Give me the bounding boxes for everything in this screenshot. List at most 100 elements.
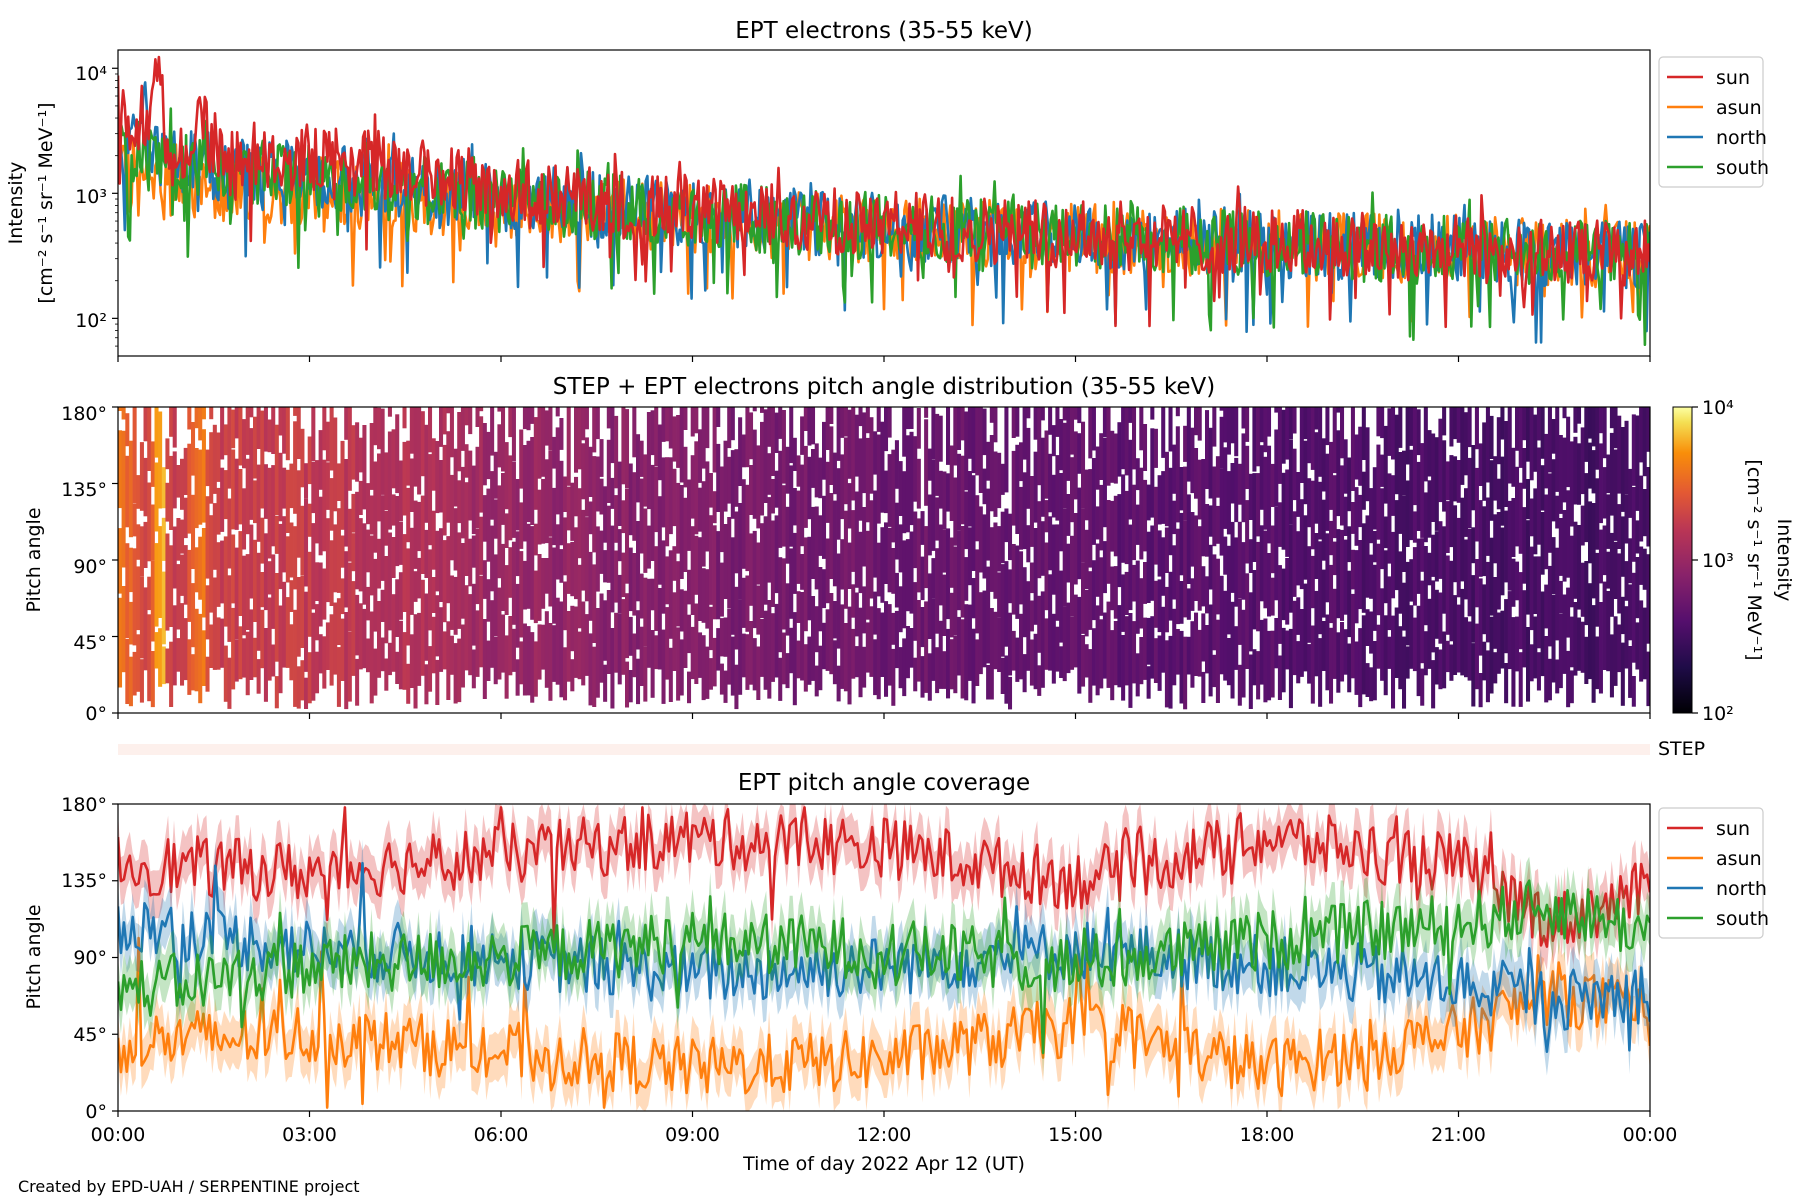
panel3-ytick: 135° [61, 870, 107, 892]
heatmap-cell [293, 526, 298, 590]
heatmap-cell [796, 490, 801, 584]
heatmap-cell [176, 465, 181, 498]
heatmap-cell [1102, 407, 1107, 438]
heatmap-cell [884, 601, 889, 697]
heatmap-cell [209, 407, 214, 420]
heatmap-cell [486, 579, 491, 622]
heatmap-cell [1029, 562, 1034, 594]
heatmap-cell [282, 467, 287, 509]
heatmap-cell [1580, 427, 1585, 495]
x-tick-label: 18:00 [1240, 1124, 1295, 1146]
heatmap-cell [1194, 515, 1199, 601]
heatmap-cell [253, 480, 258, 524]
heatmap-cell [1409, 605, 1414, 669]
heatmap-cell [1628, 468, 1633, 518]
heatmap-cell [1285, 407, 1290, 460]
heatmap-cell [1128, 407, 1133, 423]
heatmap-cell [1226, 545, 1231, 635]
heatmap-cell [161, 646, 166, 685]
heatmap-cell [1606, 494, 1611, 549]
heatmap-cell [614, 550, 619, 603]
heatmap-cell [1511, 447, 1516, 487]
heatmap-cell [1639, 600, 1644, 682]
heatmap-cell [1019, 613, 1024, 680]
heatmap-cell [395, 651, 400, 684]
heatmap-cell [541, 558, 546, 609]
heatmap-cell [1095, 506, 1100, 540]
heatmap-cell [497, 485, 502, 579]
heatmap-cell [172, 526, 177, 589]
heatmap-cell [1059, 419, 1064, 471]
heatmap-cell [234, 547, 239, 640]
heatmap-cell [1135, 458, 1140, 491]
heatmap-cell [234, 639, 239, 682]
heatmap-cell [1132, 564, 1137, 602]
heatmap-cell [643, 646, 648, 702]
heatmap-cell [1081, 509, 1086, 563]
heatmap-cell [1299, 499, 1304, 590]
heatmap-cell [978, 506, 983, 573]
heatmap-cell [581, 443, 586, 500]
heatmap-cell [1434, 531, 1439, 582]
heatmap-cell [577, 407, 582, 470]
heatmap-cell [245, 631, 250, 696]
heatmap-cell [770, 407, 775, 476]
heatmap-cell [574, 606, 579, 678]
heatmap-cell [807, 636, 812, 685]
heatmap-cell [373, 461, 378, 553]
heatmap-cell [395, 414, 400, 494]
heatmap-cell [946, 407, 951, 465]
heatmap-cell [617, 529, 622, 562]
heatmap-cell [1307, 407, 1312, 464]
heatmap-cell [606, 505, 611, 583]
heatmap-cell [1507, 591, 1512, 670]
heatmap-cell [913, 511, 918, 569]
heatmap-cell [741, 479, 746, 569]
heatmap-cell [822, 569, 827, 609]
heatmap-cell [946, 528, 951, 620]
heatmap-cell [1318, 638, 1323, 707]
heatmap-cell [665, 457, 670, 547]
heatmap-cell [1055, 455, 1060, 521]
heatmap-cell [1245, 407, 1250, 442]
heatmap-cell [548, 537, 553, 607]
panel-intensity: EPT electrons (35-55 keV) 10⁴ 10³ 10² In… [5, 18, 1769, 357]
heatmap-cell [1310, 555, 1315, 609]
heatmap-cell [417, 407, 422, 495]
heatmap-cell [278, 452, 283, 522]
heatmap-cell [1110, 430, 1115, 483]
heatmap-cell [1099, 557, 1104, 616]
heatmap-cell [1325, 614, 1330, 691]
heatmap-cell [570, 482, 575, 541]
heatmap-cell [763, 516, 768, 605]
heatmap-cell [1416, 409, 1421, 456]
heatmap-cell [1591, 503, 1596, 599]
heatmap-cell [373, 407, 378, 446]
heatmap-cell [770, 613, 775, 682]
heatmap-cell [716, 407, 721, 427]
heatmap-cell [1234, 457, 1239, 523]
heatmap-cell [1354, 487, 1359, 546]
heatmap-cell [563, 517, 568, 576]
heatmap-cell [304, 463, 309, 499]
heatmap-cell [705, 461, 710, 552]
heatmap-cell [1354, 641, 1359, 695]
heatmap-cell [588, 446, 593, 497]
heatmap-cell [730, 636, 735, 696]
heatmap-cell [1518, 572, 1523, 650]
heatmap-cell [767, 407, 772, 447]
heatmap-cell [869, 606, 874, 677]
heatmap-cell [508, 407, 513, 438]
heatmap-cell [1496, 478, 1501, 510]
panel1-yaxis: 10⁴ 10³ 10² [75, 63, 118, 347]
heatmap-cell [1157, 530, 1162, 577]
heatmap-cell [679, 589, 684, 632]
heatmap-cell [632, 407, 637, 458]
heatmap-cell [603, 664, 608, 702]
heatmap-cell [1500, 527, 1505, 596]
heatmap-cell [1544, 584, 1549, 629]
heatmap-cell [1526, 520, 1531, 615]
heatmap-cell [387, 532, 392, 631]
heatmap-cell [898, 647, 903, 689]
